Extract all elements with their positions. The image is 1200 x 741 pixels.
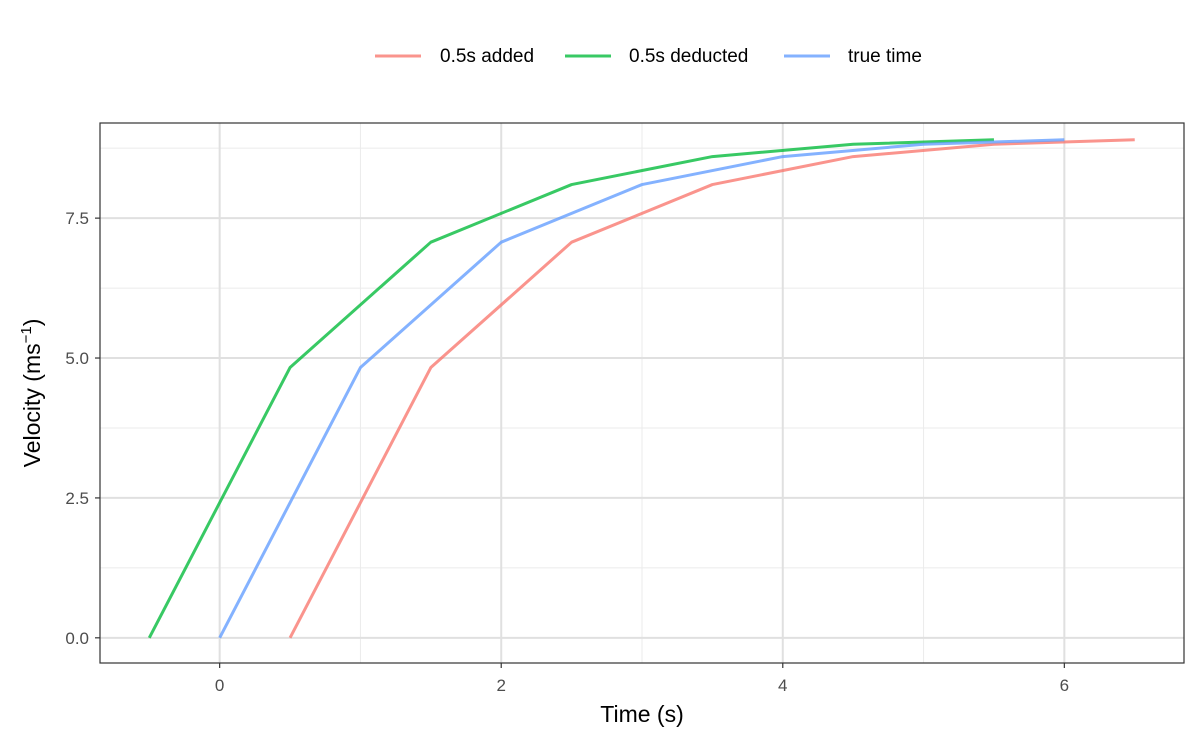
y-tick-label: 5.0	[65, 349, 89, 368]
y-axis-title-prefix: Velocity (ms	[19, 343, 45, 467]
legend-label: 0.5s added	[440, 46, 534, 67]
plot-panel-border	[99, 122, 1185, 664]
legend-label: true time	[848, 46, 922, 67]
x-axis: 0 2 4 6	[215, 663, 1069, 695]
x-tick-label: 4	[778, 676, 787, 695]
legend-label: 0.5s deducted	[629, 46, 748, 67]
grid-minor	[100, 123, 1184, 663]
grid-major	[100, 123, 1184, 663]
y-axis: 0.0 2.5 5.0 7.5	[65, 209, 100, 648]
y-tick-label: 0.0	[65, 629, 89, 648]
y-tick-label: 2.5	[65, 489, 89, 508]
series-line	[147, 138, 994, 639]
series-line	[218, 138, 1065, 639]
series-layer	[147, 138, 1135, 639]
x-tick-label: 6	[1060, 676, 1069, 695]
x-tick-label: 0	[215, 676, 224, 695]
y-tick-label: 7.5	[65, 209, 89, 228]
y-axis-title: Velocity (ms−1)	[18, 319, 45, 468]
y-axis-title-suffix: )	[19, 319, 45, 327]
legend: 0.5s added 0.5s deducted true time	[375, 46, 922, 67]
y-axis-title-superscript: −1	[18, 326, 35, 343]
x-axis-title: Time (s)	[600, 701, 683, 727]
series-line	[288, 138, 1135, 639]
x-tick-label: 2	[496, 676, 505, 695]
